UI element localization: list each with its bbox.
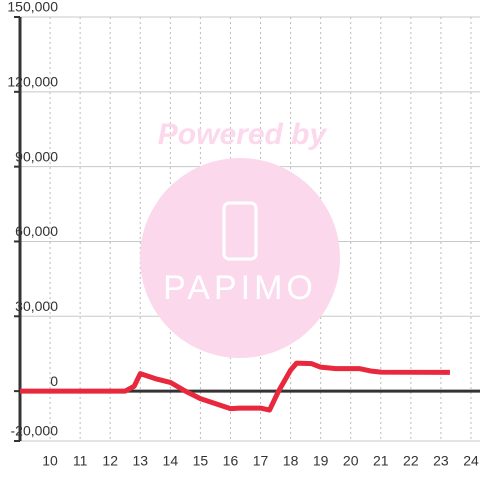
x-tick-label: 16 — [223, 453, 239, 469]
y-tick-label: 150,000 — [7, 0, 58, 15]
x-tick-label: 20 — [343, 453, 359, 469]
y-tick-label: 0 — [50, 373, 58, 389]
y-tick-label: 30,000 — [15, 298, 58, 314]
y-tick-label: -20,000 — [11, 423, 59, 439]
y-tick-label: 120,000 — [7, 74, 58, 90]
x-tick-label: 15 — [193, 453, 209, 469]
x-tick-label: 10 — [42, 453, 58, 469]
data-line — [20, 360, 450, 413]
x-tick-label: 18 — [283, 453, 299, 469]
x-tick-label: 14 — [163, 453, 179, 469]
x-tick-label: 11 — [73, 453, 88, 469]
x-tick-label: 24 — [463, 453, 479, 469]
x-tick-label: 12 — [102, 453, 118, 469]
x-tick-label: 23 — [433, 453, 449, 469]
watermark-icon — [222, 201, 258, 261]
y-tick-label: 60,000 — [15, 223, 58, 239]
x-tick-label: 19 — [313, 453, 329, 469]
watermark-text: Powered by — [158, 118, 328, 151]
x-tick-label: 22 — [403, 453, 419, 469]
y-tick-label: 90,000 — [15, 148, 58, 164]
x-tick-label: 13 — [132, 453, 148, 469]
x-tick-label: 21 — [373, 453, 389, 469]
watermark-logo: PAPIMO — [163, 269, 317, 307]
x-tick-label: 17 — [253, 453, 269, 469]
